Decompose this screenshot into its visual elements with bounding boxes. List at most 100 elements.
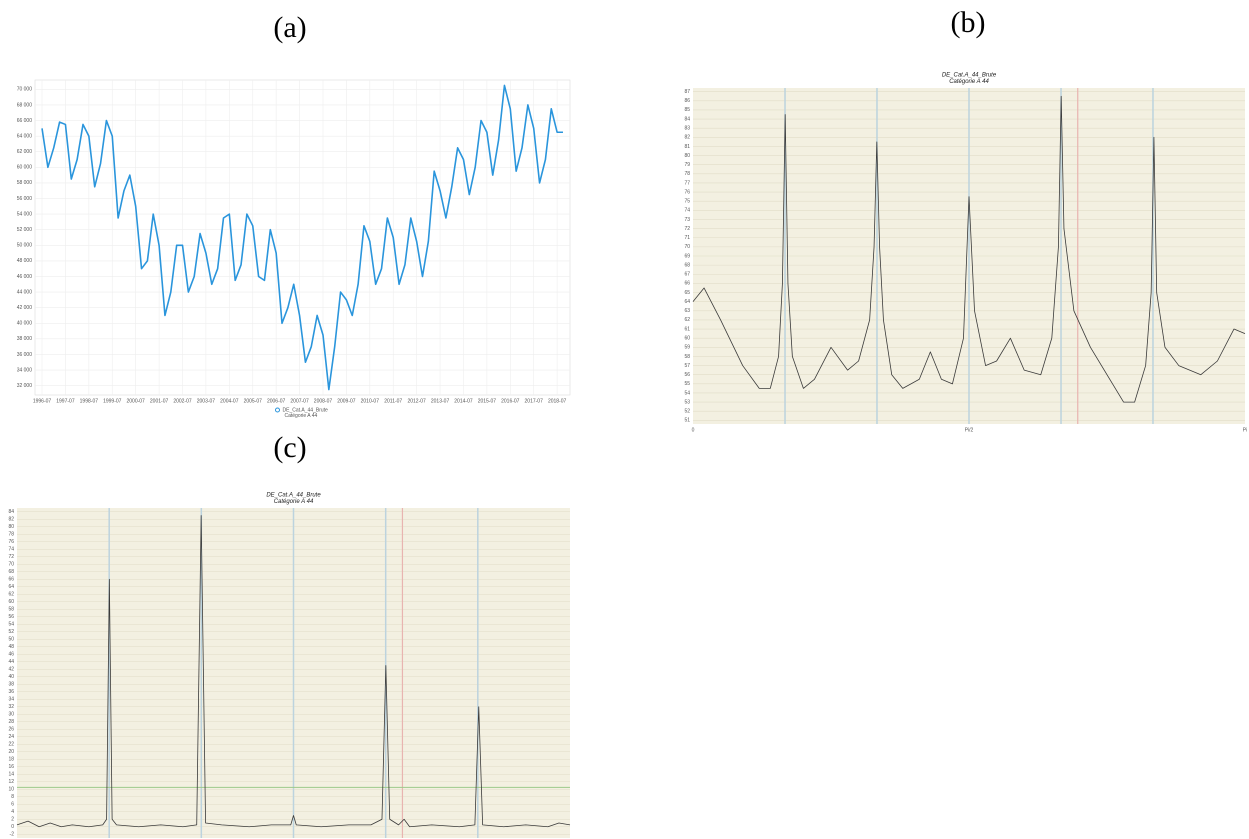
y-tick-label: 50 000 xyxy=(17,243,33,249)
x-tick-label: 2009-07 xyxy=(337,398,356,404)
y-tick-label: 81 xyxy=(684,144,690,150)
y-tick-label: 8 xyxy=(11,794,14,800)
x-tick-label: 2018-07 xyxy=(548,398,567,404)
y-tick-label: 46 000 xyxy=(17,274,33,280)
y-tick-label: 63 xyxy=(684,308,690,314)
x-tick-label: 1998-07 xyxy=(80,398,99,404)
y-tick-label: 58 xyxy=(684,354,690,360)
x-tick-label: Pi/2 xyxy=(965,427,974,433)
x-tick-label: 1999-07 xyxy=(103,398,122,404)
y-tick-label: 70 xyxy=(684,244,690,250)
y-tick-label: 54 xyxy=(8,622,14,628)
y-tick-label: 42 000 xyxy=(17,305,33,311)
y-tick-label: 82 xyxy=(8,517,14,523)
y-tick-label: 87 xyxy=(684,89,690,95)
x-tick-label: Pi xyxy=(1243,427,1247,433)
y-tick-label: 52 xyxy=(684,409,690,415)
y-tick-label: 16 xyxy=(8,764,14,770)
y-tick-label: 75 xyxy=(684,199,690,205)
y-tick-label: 50 xyxy=(8,637,14,643)
legend-marker xyxy=(275,407,280,413)
y-tick-label: 60 xyxy=(8,599,14,605)
y-tick-label: 52 000 xyxy=(17,227,33,233)
x-tick-label: 1997-07 xyxy=(56,398,75,404)
x-tick-label: 2000-07 xyxy=(126,398,145,404)
y-tick-label: 76 xyxy=(8,539,14,545)
legend-description: Catégorie A 44 xyxy=(285,413,318,419)
data-line xyxy=(41,84,563,391)
x-tick-label: 2011-07 xyxy=(384,398,402,404)
y-tick-label: 56 xyxy=(684,372,690,378)
y-tick-label: 6 xyxy=(11,802,14,808)
y-tick-label: 78 xyxy=(684,171,690,177)
y-tick-label: 70 000 xyxy=(17,87,33,93)
y-tick-label: 34 xyxy=(8,697,14,703)
y-tick-label: 69 xyxy=(684,253,690,259)
x-tick-label: 2008-07 xyxy=(314,398,333,404)
x-tick-label: 2016-07 xyxy=(501,398,520,404)
y-tick-label: 62 xyxy=(684,317,690,323)
y-tick-label: 32 000 xyxy=(17,383,33,389)
x-tick-label: 2006-07 xyxy=(267,398,286,404)
x-tick-label: 0 xyxy=(692,427,695,433)
y-tick-label: 68 xyxy=(8,569,14,575)
x-tick-label: 2017-07 xyxy=(525,398,544,404)
y-tick-label: 18 xyxy=(8,757,14,763)
y-tick-label: 24 xyxy=(8,734,14,740)
panel-label: (a) xyxy=(273,11,306,44)
y-tick-label: 38 xyxy=(8,682,14,688)
y-tick-label: 59 xyxy=(684,345,690,351)
y-tick-label: 28 xyxy=(8,719,14,725)
data-line xyxy=(16,515,571,828)
y-tick-label: 76 xyxy=(684,189,690,195)
y-tick-label: 56 xyxy=(8,614,14,620)
x-tick-label: 1996-07 xyxy=(33,398,52,404)
y-tick-label: 10 xyxy=(8,787,14,793)
x-tick-label: 2015-07 xyxy=(478,398,497,404)
y-tick-label: 66 000 xyxy=(17,118,33,124)
y-tick-label: 48 000 xyxy=(17,258,33,264)
y-tick-label: 70 xyxy=(8,562,14,568)
y-tick-label: 36 000 xyxy=(17,352,33,358)
y-tick-label: 26 xyxy=(8,727,14,733)
y-tick-label: 68 xyxy=(684,262,690,268)
y-tick-label: 54 000 xyxy=(17,211,33,217)
y-tick-label: 53 xyxy=(684,399,690,405)
y-tick-label: 40 xyxy=(8,674,14,680)
y-tick-label: 30 xyxy=(8,712,14,718)
y-tick-label: 54 xyxy=(684,390,690,396)
y-tick-label: 77 xyxy=(684,180,690,186)
y-tick-label: 22 xyxy=(8,742,14,748)
y-tick-label: 2 xyxy=(11,817,14,823)
y-tick-label: 57 xyxy=(684,363,690,369)
y-tick-label: 58 xyxy=(8,607,14,613)
y-tick-label: 78 xyxy=(8,532,14,538)
x-tick-label: 2005-07 xyxy=(244,398,263,404)
y-tick-label: 60 000 xyxy=(17,165,33,171)
x-tick-label: 2010-07 xyxy=(361,398,380,404)
chart-title: DE_Cat.A_44_Brute xyxy=(266,493,321,499)
y-tick-label: 34 000 xyxy=(17,367,33,373)
y-tick-label: 44 xyxy=(8,659,14,665)
y-tick-label: 52 xyxy=(8,629,14,635)
y-tick-label: 14 xyxy=(8,772,14,778)
x-tick-label: 2004-07 xyxy=(220,398,239,404)
y-tick-label: 83 xyxy=(684,126,690,132)
y-tick-label: 60 xyxy=(684,336,690,342)
y-tick-label: -2 xyxy=(10,832,15,838)
y-tick-label: 62 000 xyxy=(17,149,33,155)
y-tick-label: 0 xyxy=(11,824,14,830)
y-tick-label: 73 xyxy=(684,217,690,223)
x-tick-label: 2002-07 xyxy=(173,398,192,404)
y-tick-label: 86 xyxy=(684,98,690,104)
x-tick-label: 2003-07 xyxy=(197,398,216,404)
y-tick-label: 62 xyxy=(8,592,14,598)
y-tick-label: 67 xyxy=(684,272,690,278)
y-tick-label: 61 xyxy=(684,326,690,332)
y-tick-label: 64 xyxy=(684,299,690,305)
y-tick-label: 71 xyxy=(684,235,690,241)
y-tick-label: 44 000 xyxy=(17,289,33,295)
y-tick-label: 72 xyxy=(684,226,690,232)
y-tick-label: 36 xyxy=(8,689,14,695)
